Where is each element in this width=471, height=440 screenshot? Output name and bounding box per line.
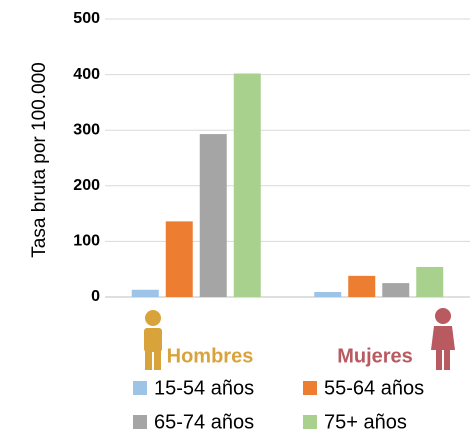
legend-label: 15-54 años bbox=[154, 377, 254, 399]
y-tick-label: 200 bbox=[73, 177, 100, 194]
bar bbox=[416, 266, 444, 297]
man-icon bbox=[144, 310, 162, 370]
bar bbox=[199, 134, 227, 297]
woman-icon bbox=[431, 308, 455, 370]
bar bbox=[165, 221, 193, 297]
category-label: Hombres bbox=[167, 345, 254, 367]
legend-swatch bbox=[303, 381, 317, 395]
y-tick-label: 500 bbox=[73, 10, 100, 27]
y-tick-label: 400 bbox=[73, 66, 100, 83]
y-tick-label: 300 bbox=[73, 121, 100, 138]
legend-swatch bbox=[133, 381, 147, 395]
bar bbox=[382, 283, 410, 297]
bar bbox=[348, 275, 376, 297]
bar bbox=[233, 73, 261, 297]
y-axis-title: Tasa bruta por 100.000 bbox=[29, 62, 50, 257]
bar bbox=[131, 289, 159, 297]
legend-swatch bbox=[133, 415, 147, 429]
legend-label: 75+ años bbox=[324, 411, 407, 433]
y-tick-label: 0 bbox=[91, 288, 100, 305]
legend-label: 65-74 años bbox=[154, 411, 254, 433]
y-tick-label: 100 bbox=[73, 233, 100, 250]
bar bbox=[314, 291, 342, 297]
legend-swatch bbox=[303, 415, 317, 429]
category-label: Mujeres bbox=[337, 345, 413, 367]
legend-label: 55-64 años bbox=[324, 377, 424, 399]
